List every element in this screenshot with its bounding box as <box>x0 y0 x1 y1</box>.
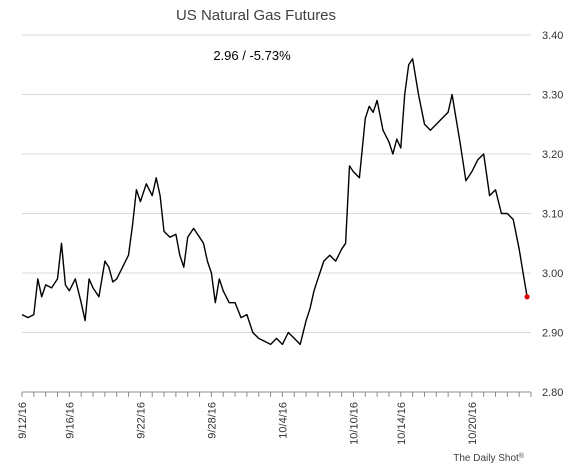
y-tick-label: 3.00 <box>542 268 563 280</box>
x-tick-layer: 9/12/16 9/16/16 9/22/16 9/28/16 10/4/16 10/10… <box>17 392 532 445</box>
y-tick-label: 3.30 <box>542 90 563 102</box>
series-layer <box>21 58 530 346</box>
credit-mark: ® <box>519 452 525 460</box>
x-tick-label: 9/16/16 <box>64 402 76 439</box>
y-tick-layer: 2.80 2.90 3.00 3.10 3.20 3.30 3.40 <box>542 30 563 399</box>
y-tick-label: 3.20 <box>542 149 563 161</box>
x-tick-label: 9/28/16 <box>206 402 218 439</box>
x-tick-label: 10/20/16 <box>467 402 479 445</box>
x-tick-label: 10/14/16 <box>396 402 408 445</box>
y-tick-label: 3.10 <box>542 209 563 221</box>
x-tick-label: 9/12/16 <box>17 402 29 439</box>
y-tick-label: 2.90 <box>542 328 563 340</box>
x-tick-label: 10/4/16 <box>277 402 289 439</box>
chart-title: US Natural Gas Futures <box>176 7 336 24</box>
last-value-marker <box>524 294 530 300</box>
series-line <box>21 58 528 346</box>
x-tick-label: 9/22/16 <box>135 402 147 439</box>
y-tick-label: 2.80 <box>542 387 563 399</box>
chart-annotation: 2.96 / -5.73% <box>213 48 291 63</box>
credit-text: The Daily Shot® <box>453 452 525 465</box>
x-tick-label: 10/10/16 <box>348 402 360 445</box>
credit-label: The Daily Shot <box>453 453 519 464</box>
y-tick-label: 3.40 <box>542 30 563 42</box>
grid-layer <box>22 34 531 393</box>
